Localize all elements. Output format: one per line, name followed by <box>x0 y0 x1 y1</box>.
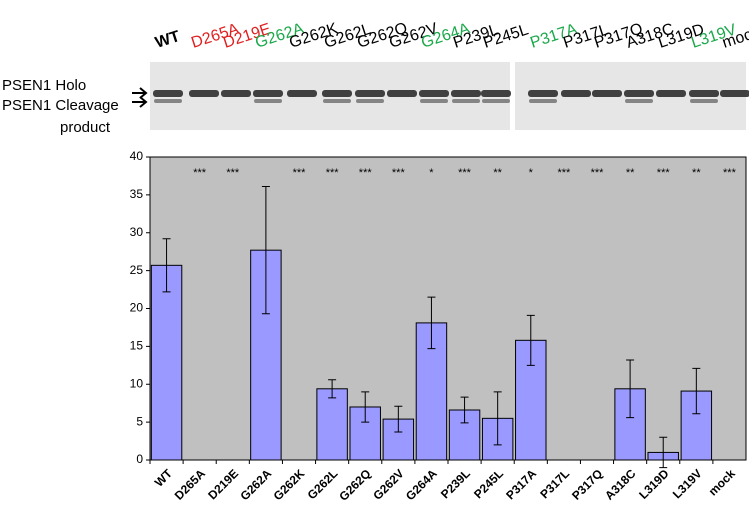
significance: * <box>429 167 434 179</box>
cleavage-band <box>690 99 718 103</box>
x-tick-label: P317Q <box>569 466 605 502</box>
holo-band <box>624 90 654 97</box>
holo-band <box>561 90 591 97</box>
cleavage-arrow <box>132 96 148 108</box>
cleavage-band <box>356 99 384 103</box>
holo-label: PSEN1 Holo <box>2 77 86 94</box>
x-tick-label: A318C <box>602 466 639 503</box>
cleavage-band <box>625 99 653 103</box>
x-tick-label: P317L <box>537 466 572 501</box>
error-bar <box>328 379 337 399</box>
x-tick-label: G262L <box>305 466 341 502</box>
holo-band <box>189 90 219 97</box>
holo-band <box>419 90 449 97</box>
y-tick-label: 0 <box>136 452 143 466</box>
significance: *** <box>591 167 605 179</box>
x-tick-label: G262Q <box>336 466 373 503</box>
bar <box>150 264 183 461</box>
plot-area <box>149 156 747 461</box>
significance: *** <box>326 167 340 179</box>
x-tick-label: G264A <box>403 466 440 503</box>
significance: ** <box>692 167 701 179</box>
significance: * <box>529 167 534 179</box>
x-tick-label: D219E <box>205 466 241 502</box>
cleavage-band <box>254 99 282 103</box>
holo-band <box>720 90 749 97</box>
cleavage-band <box>420 99 448 103</box>
error-bar <box>526 314 535 366</box>
holo-band <box>528 90 558 97</box>
error-bar <box>394 405 403 433</box>
significance: *** <box>657 167 671 179</box>
holo-band <box>221 90 251 97</box>
x-tick-label: P245L <box>471 466 506 501</box>
significance: *** <box>723 167 737 179</box>
y-tick-label: 40 <box>130 149 144 163</box>
holo-band <box>481 90 511 97</box>
error-bar <box>361 391 370 423</box>
holo-band <box>153 90 183 97</box>
holo-band <box>322 90 352 97</box>
y-tick-label: 25 <box>130 263 144 277</box>
cleavage-band <box>323 99 351 103</box>
error-bar <box>460 396 469 424</box>
holo-band <box>592 90 622 97</box>
cleavage-label: product <box>60 119 111 136</box>
error-bar <box>626 359 635 419</box>
error-bar <box>427 296 436 350</box>
y-tick-label: 5 <box>136 414 143 428</box>
significance: *** <box>392 167 406 179</box>
x-tick-label: D265A <box>172 466 209 503</box>
holo-band <box>451 90 481 97</box>
holo-band <box>355 90 385 97</box>
significance: *** <box>458 167 472 179</box>
holo-band <box>656 90 686 97</box>
holo-band <box>689 90 719 97</box>
bar <box>316 388 348 461</box>
error-bar <box>692 367 701 415</box>
significance: *** <box>193 167 207 179</box>
x-tick-label: G262A <box>237 466 274 503</box>
lane-label: WT <box>153 28 182 52</box>
cleavage-label: PSEN1 Cleavage <box>2 97 119 114</box>
significance: *** <box>557 167 571 179</box>
error-bar <box>261 186 270 315</box>
y-tick-label: 10 <box>130 376 144 390</box>
y-tick-label: 35 <box>130 187 144 201</box>
significance: *** <box>359 167 373 179</box>
error-bar <box>659 436 668 469</box>
cleavage-band <box>529 99 557 103</box>
x-tick-label: P317A <box>503 466 539 502</box>
x-tick-label: G262V <box>370 466 406 502</box>
holo-band <box>287 90 317 97</box>
x-tick-label: P239L <box>438 466 473 501</box>
holo-band <box>387 90 417 97</box>
error-bar <box>493 391 502 446</box>
cleavage-band <box>482 99 510 103</box>
y-tick-label: 30 <box>130 225 144 239</box>
significance: ** <box>493 167 502 179</box>
error-bar <box>162 238 171 293</box>
significance: ** <box>626 167 635 179</box>
x-tick-label: mock <box>706 466 738 498</box>
y-tick-label: 20 <box>130 301 144 315</box>
x-tick-label: L319V <box>670 466 705 501</box>
cleavage-band <box>452 99 480 103</box>
significance: *** <box>226 167 240 179</box>
cleavage-band <box>154 99 182 103</box>
x-tick-label: G262K <box>271 466 308 503</box>
x-tick-label: L319D <box>636 466 672 502</box>
holo-band <box>253 90 283 97</box>
holo-arrow <box>132 87 148 99</box>
significance: *** <box>293 167 307 179</box>
x-tick-label: WT <box>152 466 176 490</box>
y-tick-label: 15 <box>130 339 144 353</box>
